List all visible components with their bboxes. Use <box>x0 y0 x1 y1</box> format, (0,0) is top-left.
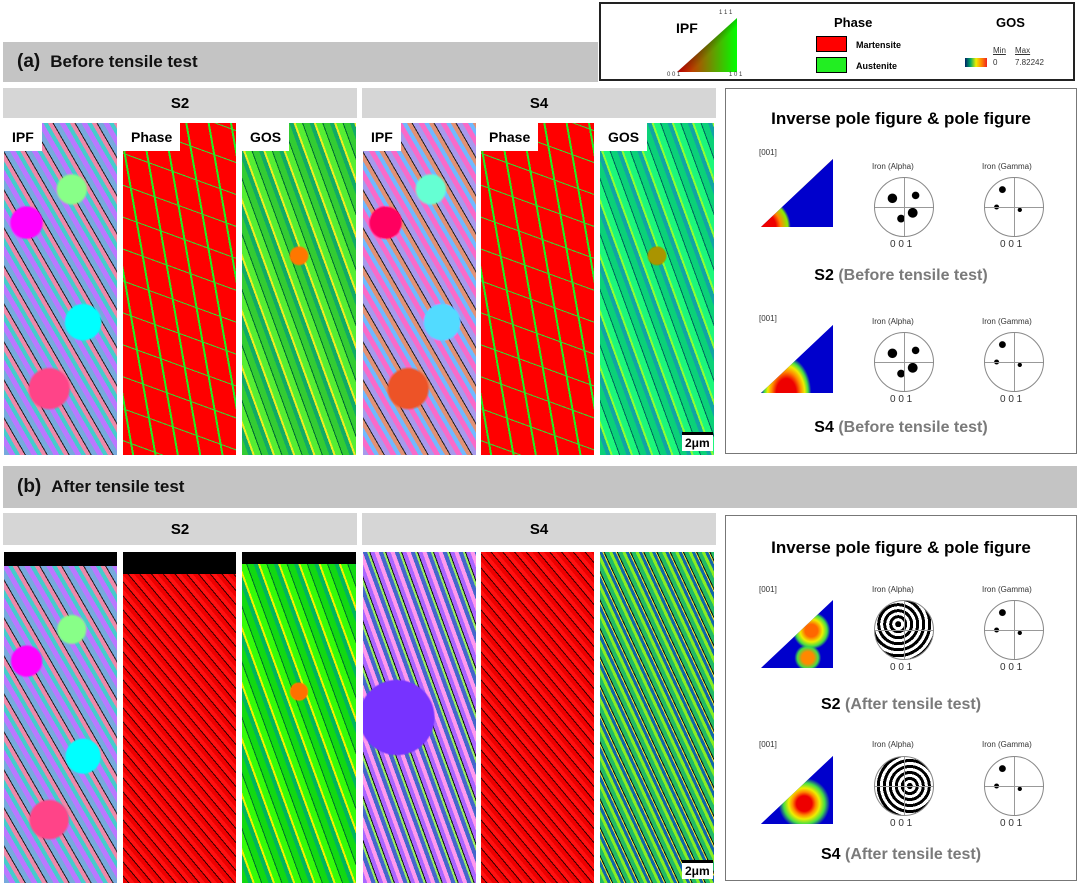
legend-box: IPF 1 1 1 0 0 1 1 0 1 Phase Martensite A… <box>599 2 1075 81</box>
map-s2-gos: GOS <box>242 123 356 455</box>
pole-figure-gamma <box>984 177 1044 237</box>
ipf-corner-101: 1 0 1 <box>729 72 743 78</box>
map-s4-ipf: IPF <box>363 123 476 455</box>
map-s2-phase-after <box>123 552 236 883</box>
caption: S4 (After tensile test) <box>726 846 1076 864</box>
pole-axis-label: 0 0 1 <box>890 662 913 673</box>
scale-bar: 2μm <box>682 432 713 451</box>
alpha-label: Iron (Alpha) <box>872 585 914 594</box>
map-s4-gos: GOS <box>600 123 714 455</box>
map-s2-ipf-after <box>4 552 117 883</box>
caption: S4 (Before tensile test) <box>726 419 1076 437</box>
caption-sample: S2 <box>820 696 841 713</box>
gos-max-value: 7.82242 <box>1015 58 1044 67</box>
ipf-direction: [001] <box>759 314 777 323</box>
section-title: Before tensile test <box>50 52 198 71</box>
caption-condition: (Before tensile test) <box>838 267 988 284</box>
section-title: After tensile test <box>51 477 185 496</box>
pole-axis-label: 0 0 1 <box>890 394 913 405</box>
gos-min-value: 0 <box>993 58 998 67</box>
pole-axis-label: 0 0 1 <box>1000 662 1023 673</box>
section-b-header: (b) After tensile test <box>3 466 1077 508</box>
alpha-label: Iron (Alpha) <box>872 317 914 326</box>
pole-axis-label: 0 0 1 <box>890 818 913 829</box>
map-s4-phase: Phase <box>481 123 594 455</box>
gos-colorbar <box>965 58 987 67</box>
pole-figure-gamma <box>984 332 1044 392</box>
panel-title: Inverse pole figure & pole figure <box>771 538 1031 557</box>
pole-figure-gamma <box>984 756 1044 816</box>
gamma-label: Iron (Gamma) <box>982 585 1032 594</box>
sample-bar-s2: S2 <box>3 513 357 545</box>
austenite-label: Austenite <box>856 61 898 71</box>
map-s4-phase-after <box>481 552 594 883</box>
phase-legend-title: Phase <box>834 15 873 30</box>
martensite-swatch <box>816 36 847 52</box>
inverse-pole-figure <box>761 756 833 824</box>
pole-figure-panel-a: Inverse pole figure & pole figure [001] … <box>725 88 1077 454</box>
pole-axis-label: 0 0 1 <box>890 239 913 250</box>
pole-figure-alpha <box>874 600 934 660</box>
section-tag: (b) <box>17 476 42 497</box>
martensite-label: Martensite <box>856 40 902 50</box>
ipf-direction: [001] <box>759 585 777 594</box>
sample-bar-s4: S4 <box>362 513 716 545</box>
pole-figure-panel-b: Inverse pole figure & pole figure [001] … <box>725 515 1077 881</box>
ipf-direction: [001] <box>759 740 777 749</box>
caption-condition: (Before tensile test) <box>838 419 988 436</box>
map-s4-gos-after <box>600 552 714 883</box>
gamma-label: Iron (Gamma) <box>982 162 1032 171</box>
map-label: GOS <box>600 123 648 151</box>
caption: S2 (Before tensile test) <box>726 267 1076 285</box>
pole-figure-gamma <box>984 600 1044 660</box>
gos-min-label: Min <box>993 46 1006 55</box>
gos-legend-title: GOS <box>996 15 1025 30</box>
caption-condition: (After tensile test) <box>845 696 982 713</box>
pole-axis-label: 0 0 1 <box>1000 394 1023 405</box>
map-s4-ipf-after <box>363 552 476 883</box>
map-label: Phase <box>123 123 181 151</box>
inverse-pole-figure <box>761 600 833 668</box>
panel-title: Inverse pole figure & pole figure <box>771 109 1031 128</box>
gamma-label: Iron (Gamma) <box>982 317 1032 326</box>
caption-condition: (After tensile test) <box>845 846 982 863</box>
pole-axis-label: 0 0 1 <box>1000 818 1023 829</box>
inverse-pole-figure <box>761 325 833 393</box>
map-s2-ipf: IPF <box>4 123 117 455</box>
sample-bar-s4: S4 <box>362 88 716 118</box>
pole-figure-alpha <box>874 756 934 816</box>
ipf-corner-111: 1 1 1 <box>719 10 733 16</box>
caption-sample: S4 <box>820 846 841 863</box>
map-label: Phase <box>481 123 539 151</box>
scale-bar: 2μm <box>682 860 713 879</box>
gamma-label: Iron (Gamma) <box>982 740 1032 749</box>
inverse-pole-figure <box>761 159 833 227</box>
pole-axis-label: 0 0 1 <box>1000 239 1023 250</box>
caption: S2 (After tensile test) <box>726 696 1076 714</box>
map-s2-phase: Phase <box>123 123 236 455</box>
map-label: IPF <box>4 123 42 151</box>
ipf-direction: [001] <box>759 148 777 157</box>
gos-max-label: Max <box>1015 46 1031 55</box>
alpha-label: Iron (Alpha) <box>872 740 914 749</box>
map-label: IPF <box>363 123 401 151</box>
caption-sample: S2 <box>814 267 834 284</box>
alpha-label: Iron (Alpha) <box>872 162 914 171</box>
austenite-swatch <box>816 57 847 73</box>
caption-sample: S4 <box>814 419 834 436</box>
section-tag: (a) <box>17 51 41 72</box>
ipf-corner-001: 0 0 1 <box>667 72 681 78</box>
map-label: GOS <box>242 123 290 151</box>
sample-bar-s2: S2 <box>3 88 357 118</box>
pole-figure-alpha <box>874 177 934 237</box>
ipf-legend-title: IPF <box>676 20 698 36</box>
section-a-header: (a) Before tensile test <box>3 42 598 82</box>
pole-figure-alpha <box>874 332 934 392</box>
map-s2-gos-after <box>242 552 356 883</box>
